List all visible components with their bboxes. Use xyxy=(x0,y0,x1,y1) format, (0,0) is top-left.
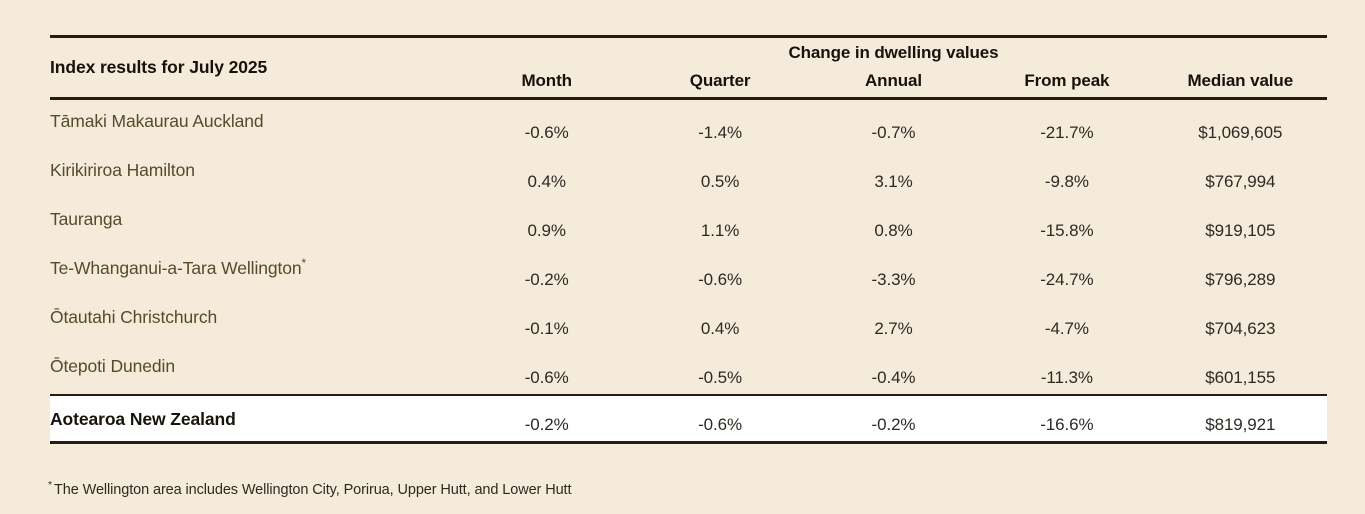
cell-quarter: -1.4% xyxy=(698,123,743,142)
row-label: Tauranga xyxy=(50,198,460,230)
column-header-median-value: Median value xyxy=(1187,71,1294,90)
table-body: Tāmaki Makaurau Auckland -0.6% -1.4% -0.… xyxy=(50,100,1327,394)
cell-annual: 0.8% xyxy=(874,221,913,240)
cell-from-peak: -9.8% xyxy=(1044,172,1089,191)
cell-annual: -0.4% xyxy=(871,368,916,387)
footnote-marker: * xyxy=(301,256,307,271)
row-label-text: Kirikiriroa Hamilton xyxy=(50,160,195,180)
cell-annual: -0.2% xyxy=(871,415,916,434)
row-label-text: Ōtepoti Dunedin xyxy=(50,356,175,376)
column-header-annual: Annual xyxy=(864,71,922,90)
footnote-text: The Wellington area includes Wellington … xyxy=(54,482,572,498)
cell-month: -0.1% xyxy=(524,319,569,338)
table-row: Te-Whanganui-a-Tara Wellington* -0.2% -0… xyxy=(50,247,1327,296)
table-row: Tauranga 0.9% 1.1% 0.8% -15.8% $919,105 xyxy=(50,198,1327,247)
cell-median-value: $796,289 xyxy=(1205,270,1276,289)
cell-median-value: $1,069,605 xyxy=(1198,123,1283,142)
row-label: Kirikiriroa Hamilton xyxy=(50,149,460,181)
cell-quarter: -0.5% xyxy=(698,368,743,387)
table-row: Ōtautahi Christchurch -0.1% 0.4% 2.7% -4… xyxy=(50,296,1327,345)
row-label: Ōtepoti Dunedin xyxy=(50,345,460,377)
column-headers: Month Quarter Annual From peak Median va… xyxy=(460,71,1327,91)
cell-quarter: 1.1% xyxy=(700,221,740,240)
page-title: Index results for July 2025 xyxy=(50,57,268,77)
row-label: Te-Whanganui-a-Tara Wellington* xyxy=(50,247,460,279)
table-row: Kirikiriroa Hamilton 0.4% 0.5% 3.1% -9.8… xyxy=(50,149,1327,198)
row-label-text: Te-Whanganui-a-Tara Wellington xyxy=(50,258,302,278)
cell-month: 0.4% xyxy=(527,172,566,191)
row-label-text: Tāmaki Makaurau Auckland xyxy=(50,111,264,131)
cell-annual: -3.3% xyxy=(871,270,916,289)
cell-from-peak: -15.8% xyxy=(1040,221,1094,240)
cell-median-value: $704,623 xyxy=(1205,319,1276,338)
cell-from-peak: -24.7% xyxy=(1040,270,1094,289)
cell-month: -0.2% xyxy=(524,270,569,289)
row-label: Ōtautahi Christchurch xyxy=(50,296,460,328)
cell-quarter: 0.4% xyxy=(700,319,740,338)
cell-median-value: $601,155 xyxy=(1205,368,1276,387)
column-header-from-peak: From peak xyxy=(1024,71,1110,90)
cell-from-peak: -11.3% xyxy=(1040,368,1093,387)
row-label: Tāmaki Makaurau Auckland xyxy=(50,100,460,132)
cell-quarter: -0.6% xyxy=(698,270,743,289)
cell-month: -0.2% xyxy=(524,415,569,434)
footnote: * The Wellington area includes Wellington… xyxy=(48,479,572,498)
table-header-right: Change in dwelling values Month Quarter … xyxy=(460,38,1327,97)
row-label-text: Tauranga xyxy=(50,209,123,229)
cell-annual: 3.1% xyxy=(874,172,913,191)
dwelling-values-table: Index results for July 2025 Change in dw… xyxy=(50,35,1327,444)
cell-median-value: $819,921 xyxy=(1205,415,1276,434)
footnote-marker: * xyxy=(48,479,52,492)
row-label-text: Ōtautahi Christchurch xyxy=(50,307,218,327)
cell-from-peak: -21.7% xyxy=(1040,123,1094,142)
cell-median-value: $767,994 xyxy=(1205,172,1276,191)
cell-annual: -0.7% xyxy=(871,123,916,142)
total-row: Aotearoa New Zealand -0.2% -0.6% -0.2% -… xyxy=(50,394,1327,444)
cell-quarter: -0.6% xyxy=(698,415,743,434)
cell-from-peak: -16.6% xyxy=(1040,415,1094,434)
table-row: Ōtepoti Dunedin -0.6% -0.5% -0.4% -11.3%… xyxy=(50,345,1327,394)
table-row: Tāmaki Makaurau Auckland -0.6% -1.4% -0.… xyxy=(50,100,1327,149)
cell-month: 0.9% xyxy=(527,221,566,240)
cell-quarter: 0.5% xyxy=(700,172,740,191)
cell-month: -0.6% xyxy=(524,368,569,387)
total-row-label: Aotearoa New Zealand xyxy=(50,409,236,429)
column-header-quarter: Quarter xyxy=(689,71,751,90)
cell-median-value: $919,105 xyxy=(1205,221,1276,240)
cell-from-peak: -4.7% xyxy=(1044,319,1089,338)
cell-annual: 2.7% xyxy=(874,319,913,338)
group-header: Change in dwelling values xyxy=(788,43,999,62)
cell-month: -0.6% xyxy=(524,123,569,142)
column-header-month: Month xyxy=(521,71,572,90)
table-header: Index results for July 2025 Change in dw… xyxy=(50,35,1327,100)
